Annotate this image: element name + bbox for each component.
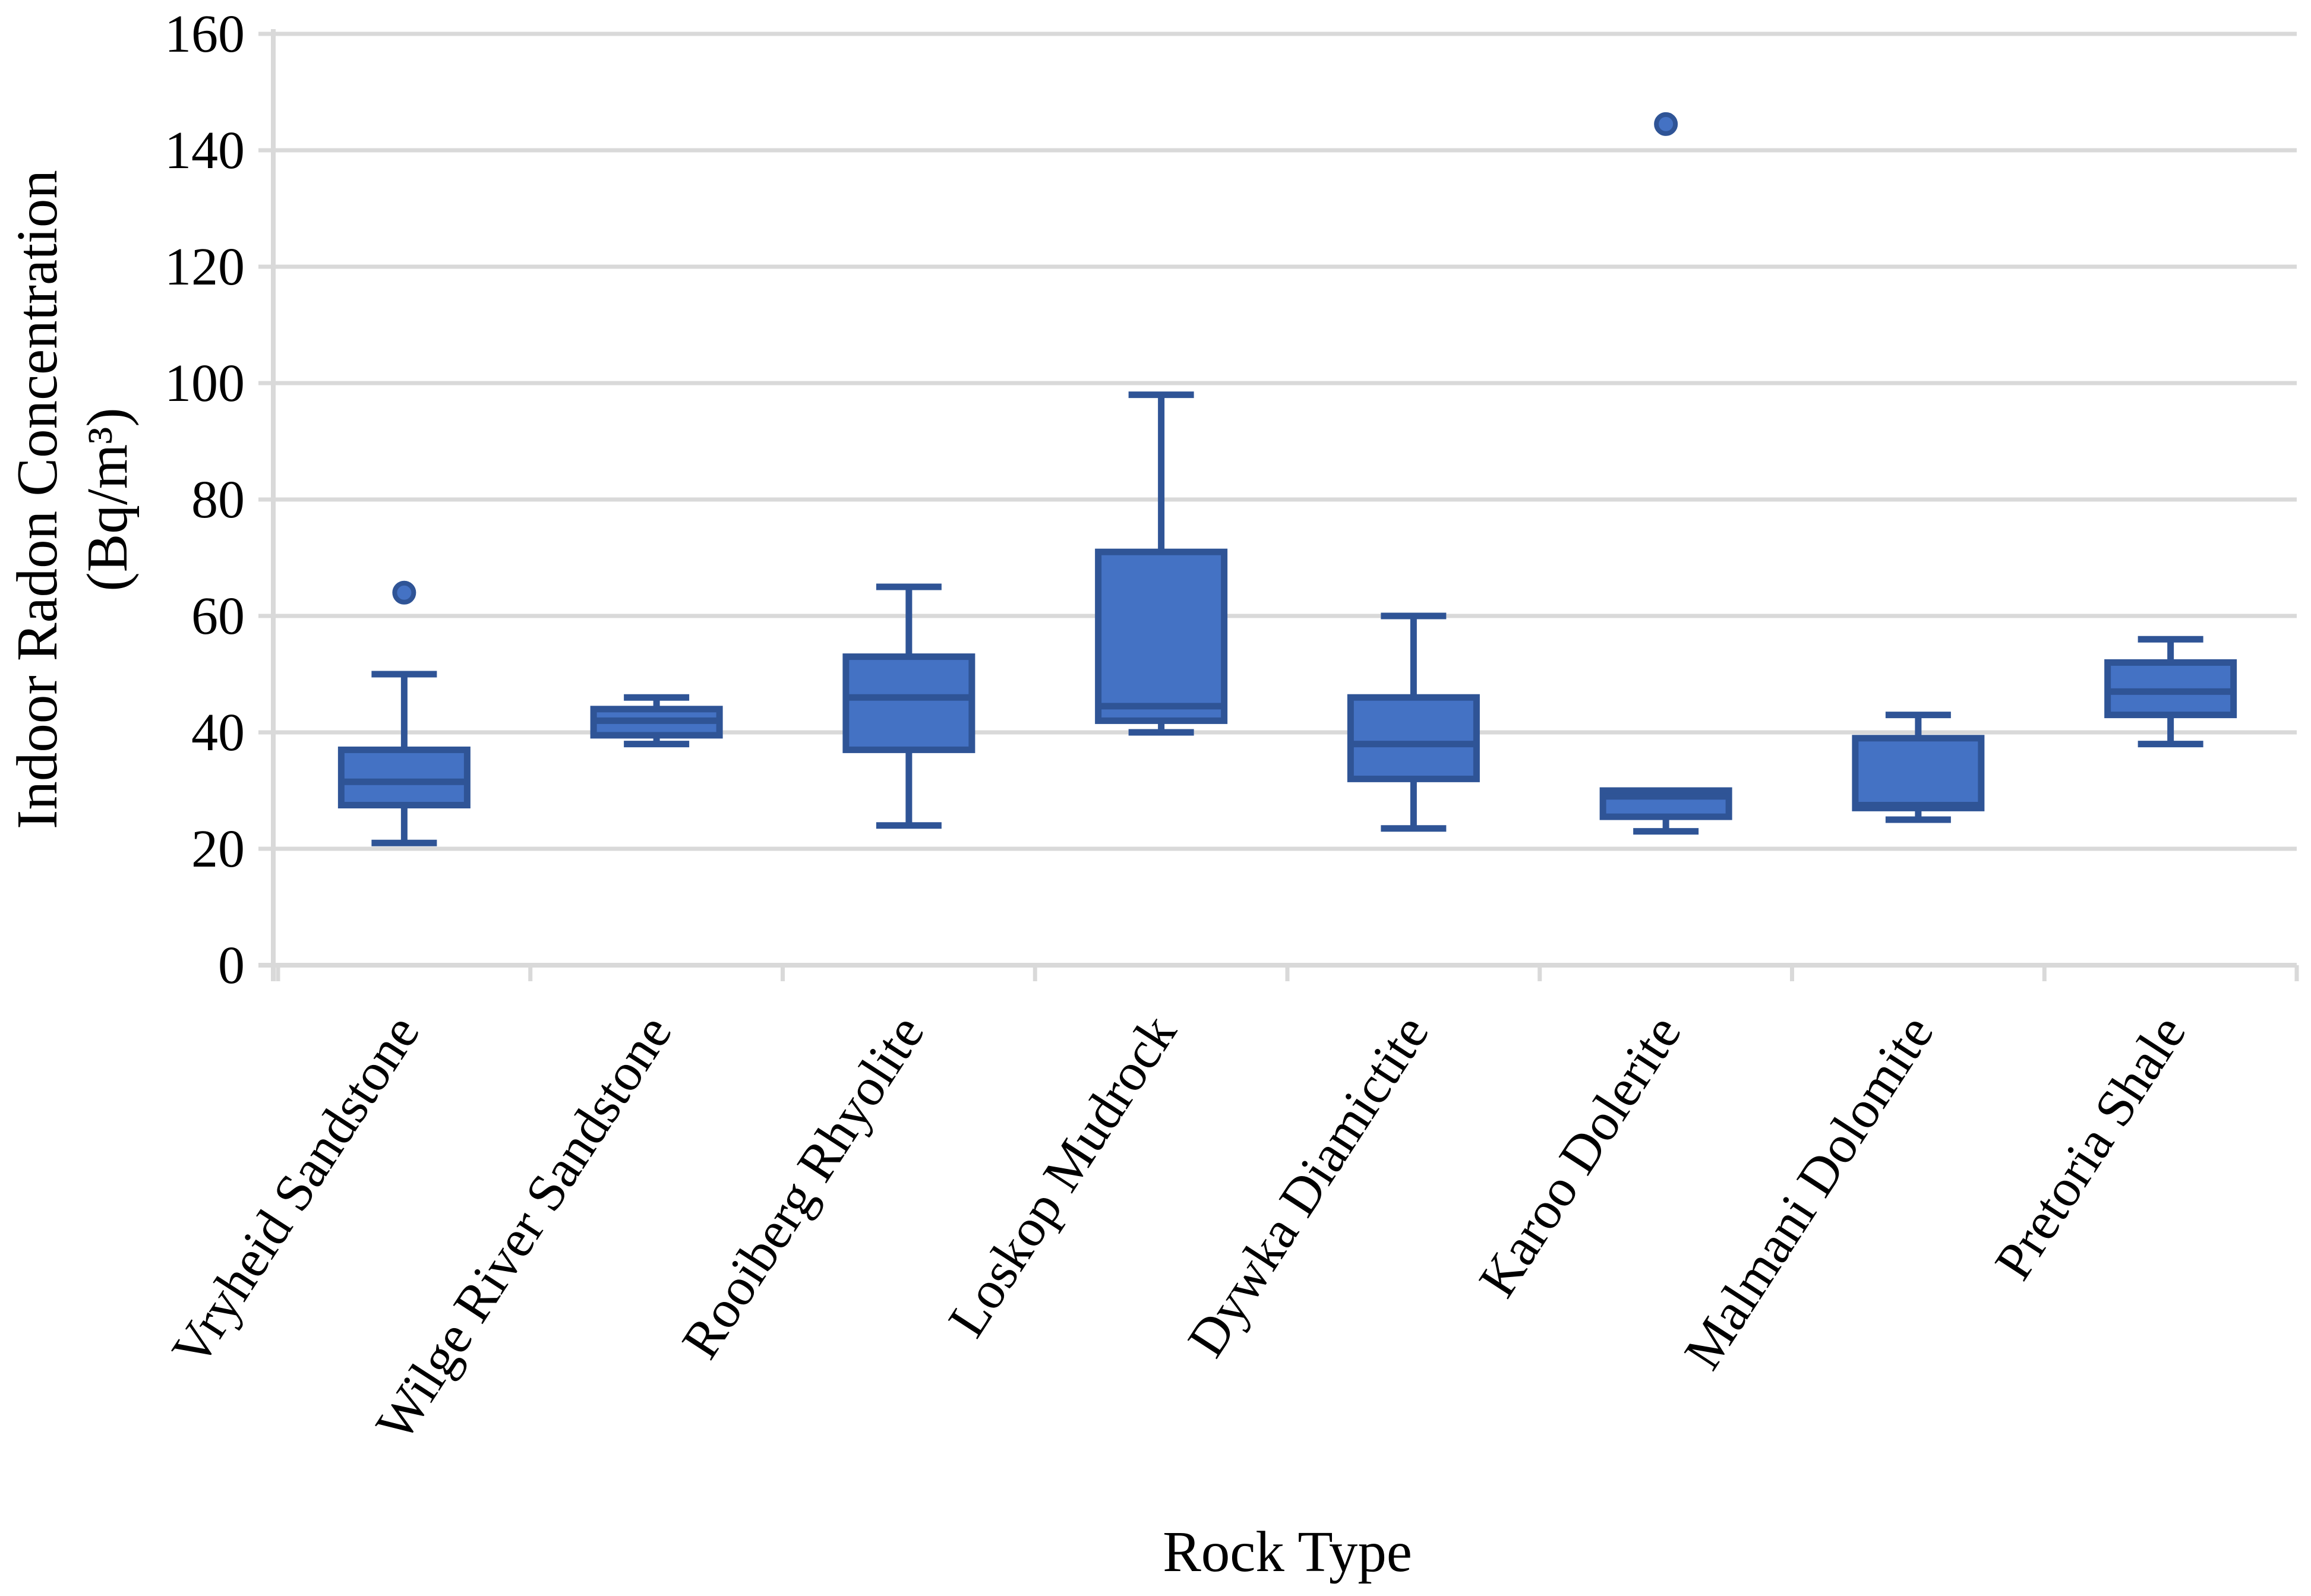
- x-label-karoo-dolerite: Karoo Dolerite: [1468, 1005, 1693, 1307]
- y-tick-label-20: 20: [191, 820, 245, 878]
- y-tick-label-40: 40: [191, 703, 245, 762]
- y-tick-label-60: 60: [191, 587, 245, 646]
- box-rooiberg-rhyolite: [842, 653, 975, 753]
- x-axis-title: Rock Type: [1163, 1520, 1412, 1584]
- box-dywka-diamictite: [1347, 694, 1480, 782]
- box-vryheid-sandstone: [337, 746, 471, 809]
- x-label-malmani-dolomite: Malmani Dolomite: [1673, 1005, 1944, 1379]
- y-tick-label-140: 140: [165, 121, 245, 180]
- box-loskop-mudrock: [1095, 548, 1228, 724]
- x-label-rooiberg-rhyolite: Rooiberg Rhyolite: [671, 1005, 936, 1369]
- y-axis-title-line-2: (Bq/m³): [75, 407, 139, 591]
- y-axis-title-line-1: Indoor Radon Concentration: [5, 170, 69, 829]
- y-tick-label-120: 120: [165, 238, 245, 296]
- y-tick-label-0: 0: [218, 936, 245, 995]
- x-label-dywka-diamictite: Dywka Diamictite: [1176, 1005, 1440, 1367]
- x-label-wilge-river-sandstone: Wilge River Sandstone: [365, 1005, 683, 1451]
- x-label-pretoria-shale: Pretoria Shale: [1984, 1005, 2197, 1290]
- y-tick-label-160: 160: [165, 5, 245, 64]
- outlier-karoo-dolerite-0: [1654, 112, 1678, 136]
- x-label-loskop-mudrock: Loskop Mudrock: [937, 1005, 1188, 1347]
- x-label-vryheid-sandstone: Vryheid Sandstone: [161, 1005, 431, 1377]
- y-tick-label-80: 80: [191, 470, 245, 529]
- outlier-vryheid-sandstone-0: [392, 580, 416, 605]
- y-tick-label-100: 100: [165, 354, 245, 413]
- box-malmani-dolomite: [1852, 735, 1985, 811]
